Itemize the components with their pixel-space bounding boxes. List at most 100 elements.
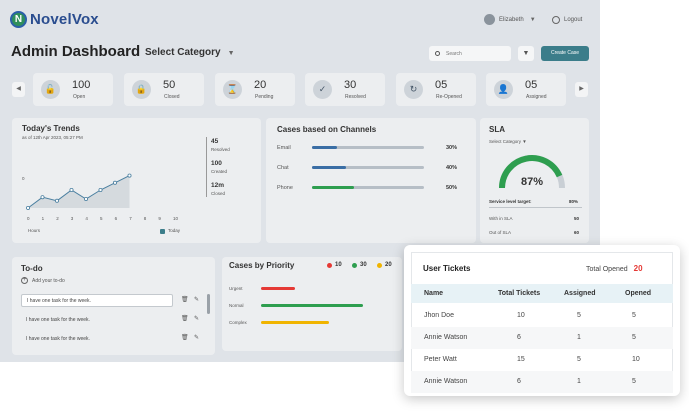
legend-value: 30 xyxy=(360,262,367,268)
ticket-total: 15 xyxy=(517,356,525,363)
trends-y-label: 0 xyxy=(22,176,25,181)
refresh-icon: ↻ xyxy=(404,80,423,99)
trend-area xyxy=(28,175,130,208)
stat-card-open[interactable]: 🔓 100 Open xyxy=(33,73,113,106)
stat-label: Pending xyxy=(255,94,274,100)
logout-button[interactable]: Logout xyxy=(552,16,582,24)
todo-title: To-do xyxy=(21,264,43,273)
stat-value: 05 xyxy=(525,79,538,91)
stats-prev-button[interactable]: ◀ xyxy=(12,82,25,97)
sla-category[interactable]: Select Category ▼ xyxy=(489,139,527,144)
x-tick-label: 9 xyxy=(158,216,161,221)
filter-button[interactable]: ▼ xyxy=(518,46,534,61)
stat-card-resolved[interactable]: ✓ 30 Resolved xyxy=(305,73,385,106)
ticket-assigned: 1 xyxy=(577,378,581,385)
sla-gauge-fill xyxy=(499,155,563,189)
x-tick-label: 1 xyxy=(41,216,45,221)
stat-card-assigned[interactable]: 👤 05 Assigned xyxy=(486,73,566,106)
channel-percent: 50% xyxy=(446,185,458,191)
stats-next-button[interactable]: ▶ xyxy=(575,82,588,97)
ticket-opened: 5 xyxy=(632,312,636,319)
todo-item[interactable]: I have one task for the week. xyxy=(26,316,90,323)
column-header: Total Tickets xyxy=(498,290,541,297)
channel-label: Phone xyxy=(277,185,293,191)
divider xyxy=(489,207,582,208)
channel-percent: 30% xyxy=(446,145,458,151)
page-title: Admin Dashboard xyxy=(11,43,141,60)
stat-label: Re-Opened xyxy=(436,94,462,100)
trend-point xyxy=(113,180,118,185)
channels-card xyxy=(266,118,476,243)
search-input[interactable]: Search xyxy=(429,46,511,61)
stat-card-closed[interactable]: 🔒 50 Closed xyxy=(124,73,204,106)
trash-icon[interactable]: 🗑 xyxy=(181,335,189,341)
x-tick-label: 4 xyxy=(85,216,88,221)
priority-label: Complex xyxy=(229,320,247,325)
legend-dot xyxy=(327,263,332,268)
priority-bar xyxy=(261,321,329,324)
legend-value: 20 xyxy=(385,262,392,268)
priority-bar xyxy=(261,304,363,307)
column-header: Name xyxy=(424,290,444,297)
channels-title: Cases based on Channels xyxy=(277,125,377,134)
ticket-name: Peter Watt xyxy=(424,356,457,363)
search-icon xyxy=(435,51,440,56)
create-case-button[interactable]: Create Case xyxy=(541,46,589,61)
legend-dot xyxy=(352,263,357,268)
trends-x-axis-label: Hours xyxy=(28,228,41,233)
stat-label: Resolved xyxy=(345,94,366,100)
pencil-icon[interactable]: ✎ xyxy=(194,335,200,341)
x-tick-label: 2 xyxy=(56,216,59,221)
trends-legend: Today xyxy=(168,228,181,233)
user-tickets-panel: User Tickets Total Opened 20 Name Total Ti… xyxy=(404,245,680,396)
summary-value: 45 xyxy=(211,138,219,145)
trend-point xyxy=(40,195,45,200)
sla-category-label: Select Category xyxy=(489,139,522,144)
todo-item[interactable]: I have one task for the week. xyxy=(26,335,90,342)
channel-track xyxy=(312,166,424,169)
sla-within-value: 50 xyxy=(574,216,580,221)
todo-add-label[interactable]: Add your to-do xyxy=(32,278,65,284)
sla-percent: 87% xyxy=(520,176,544,188)
table-row[interactable] xyxy=(411,371,673,393)
x-tick-label: 7 xyxy=(129,216,132,221)
pencil-icon[interactable]: ✎ xyxy=(194,297,200,303)
user-name: Elizabeth xyxy=(499,16,524,23)
stat-value: 20 xyxy=(254,79,267,91)
add-icon[interactable]: + xyxy=(21,277,28,284)
divider xyxy=(206,137,207,197)
caret-down-icon: ▼ xyxy=(227,50,235,57)
trends-chart xyxy=(26,173,132,210)
column-header: Assigned xyxy=(564,290,596,297)
sla-gauge xyxy=(499,155,565,189)
user-menu[interactable]: Elizabeth ▼ xyxy=(484,14,536,25)
stat-label: Open xyxy=(73,94,86,100)
ticket-total: 10 xyxy=(517,312,525,319)
sla-target-value: 80% xyxy=(569,199,579,204)
trash-icon[interactable]: 🗑 xyxy=(181,316,189,322)
channel-fill xyxy=(312,146,337,149)
tickets-total-label: Total Opened xyxy=(586,266,628,273)
brand-name: NovelVox xyxy=(30,11,99,28)
stat-card-re-opened[interactable]: ↻ 05 Re-Opened xyxy=(396,73,476,106)
todo-item[interactable]: I have one task for the week. xyxy=(21,294,173,307)
x-tick-label: 3 xyxy=(70,216,74,221)
stat-value: 100 xyxy=(72,79,91,91)
brand[interactable]: N NovelVox xyxy=(10,11,99,28)
category-select[interactable]: Select Category ▼ xyxy=(145,47,235,58)
pencil-icon[interactable]: ✎ xyxy=(194,316,200,322)
x-tick-label: 6 xyxy=(114,216,118,221)
channel-track xyxy=(312,146,424,149)
priority-label: Urgent xyxy=(229,286,243,291)
todo-scrollbar[interactable] xyxy=(207,294,210,314)
ticket-opened: 5 xyxy=(632,334,636,341)
sla-out-value: 60 xyxy=(574,230,580,235)
trash-icon[interactable]: 🗑 xyxy=(181,297,189,303)
stat-card-pending[interactable]: ⌛ 20 Pending xyxy=(215,73,295,106)
stat-label: Closed xyxy=(164,94,180,100)
trend-point xyxy=(26,206,30,210)
legend-dot xyxy=(377,263,382,268)
table-row[interactable] xyxy=(411,327,673,349)
logout-label: Logout xyxy=(564,17,583,23)
lock-open-icon: 🔓 xyxy=(41,80,60,99)
